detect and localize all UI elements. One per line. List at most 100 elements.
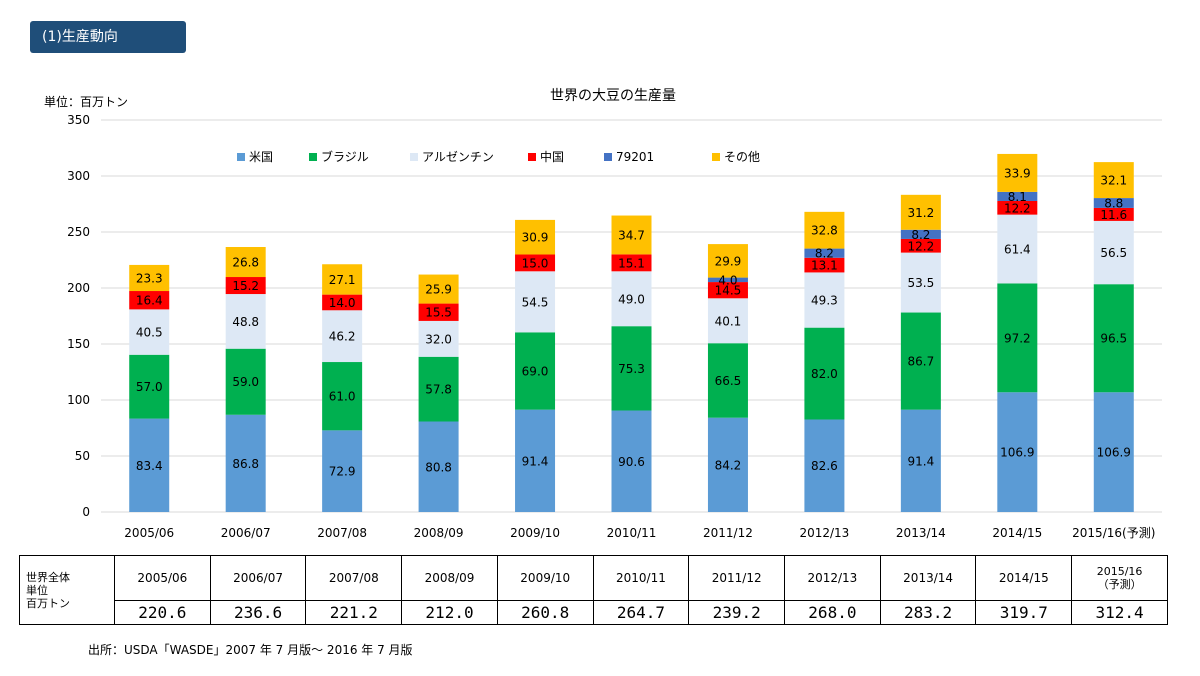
bar-segment <box>707 343 748 418</box>
bar-segment <box>611 254 652 272</box>
bar-segment <box>900 238 941 253</box>
y-tick-label: 350 <box>67 113 90 127</box>
data-label: 91.4 <box>522 454 549 468</box>
x-tick-label: 2005/06 <box>124 526 174 540</box>
summary-total-cell: 312.4 <box>1071 600 1168 625</box>
bar-segment <box>418 421 459 512</box>
data-label: 96.5 <box>1100 332 1127 346</box>
bar-segment <box>129 264 170 292</box>
bar-segment <box>515 409 556 512</box>
legend-label: 中国 <box>540 149 564 164</box>
y-axis-ticks: 0 50 100 150 200 250 300 350 <box>67 113 90 519</box>
data-label: 72.9 <box>329 465 356 479</box>
bar-segment <box>1093 392 1134 512</box>
data-label: 8.2 <box>815 247 834 261</box>
summary-total-cell: 236.6 <box>209 600 307 625</box>
data-label: 49.0 <box>618 292 645 306</box>
data-label: 61.4 <box>1004 243 1031 257</box>
bar-segment <box>900 409 941 512</box>
data-label: 23.3 <box>136 271 163 285</box>
bar-segment <box>611 271 652 327</box>
data-label: 15.1 <box>618 256 645 270</box>
data-label: 40.5 <box>136 326 163 340</box>
bar-segment <box>129 291 170 310</box>
bar-segment <box>1093 162 1134 199</box>
summary-year-cell: 2006/07 <box>209 555 307 601</box>
data-label: 59.0 <box>232 375 259 389</box>
section-tag: (1)生産動向 <box>30 21 186 53</box>
y-tick-label: 200 <box>67 281 90 295</box>
x-axis-ticks: 2005/06 2006/07 2007/08 2008/09 2009/10 2010/… <box>124 526 1155 540</box>
y-tick-label: 250 <box>67 225 90 239</box>
bar-segment <box>129 309 170 355</box>
bar-segment <box>707 244 748 278</box>
data-label: 13.1 <box>811 259 838 273</box>
summary-table: 世界全体 単位 百万トン 2005/06 2006/07 2007/08 200… <box>19 555 1168 625</box>
bar-segment <box>804 327 845 420</box>
data-label: 66.5 <box>715 374 742 388</box>
legend-swatch <box>528 153 536 161</box>
bar-segment <box>997 191 1038 201</box>
data-label: 86.8 <box>232 457 259 471</box>
bars <box>129 153 1134 512</box>
summary-row-header-line: 世界全体 <box>26 570 70 584</box>
bar-segment <box>900 252 941 313</box>
legend-label: 79201 <box>616 150 654 164</box>
bar-segment <box>322 430 363 512</box>
bar-segment <box>515 271 556 333</box>
data-label: 40.1 <box>715 314 742 328</box>
x-tick-label: 2012/13 <box>799 526 849 540</box>
bar-segment <box>322 362 363 431</box>
summary-year-cell: 2008/09 <box>401 555 498 601</box>
data-label: 8.2 <box>911 228 930 242</box>
data-label: 106.9 <box>1000 446 1034 460</box>
bar-segment <box>225 414 266 512</box>
bar-segment <box>129 354 170 419</box>
source-note: 出所：USDA「WASDE」2007 年 7 月版～ 2016 年 7 月版 <box>88 643 413 657</box>
data-label: 25.9 <box>425 283 452 297</box>
y-axis-label: 単位：百万トン <box>44 94 128 109</box>
bar-segment <box>418 320 459 357</box>
data-label: 82.6 <box>811 459 838 473</box>
summary-year-cell: 2015/16 （予測） <box>1071 555 1168 601</box>
summary-totals-row: 220.6 236.6 221.2 212.0 260.8 264.7 239.… <box>20 600 1168 625</box>
bar-segment <box>225 294 266 349</box>
summary-row-header-line: 百万トン <box>26 596 70 610</box>
x-tick-label: 2015/16(予測) <box>1072 526 1155 540</box>
bar-segment <box>804 257 845 273</box>
summary-total-cell: 260.8 <box>496 600 594 625</box>
summary-years-row: 世界全体 単位 百万トン 2005/06 2006/07 2007/08 200… <box>19 555 1168 625</box>
data-label: 12.2 <box>908 239 935 253</box>
legend-swatch <box>410 153 418 161</box>
bar-segment <box>804 248 845 258</box>
data-label: 82.0 <box>811 367 838 381</box>
summary-total-cell: 212.0 <box>401 600 498 625</box>
y-tick-label: 300 <box>67 169 90 183</box>
bar-segment <box>997 392 1038 512</box>
bar-segment <box>707 417 748 512</box>
legend: 米国 ブラジル アルゼンチン 中国 79201 その他 <box>237 149 760 164</box>
legend-label: 米国 <box>249 150 273 164</box>
data-label: 84.2 <box>715 458 742 472</box>
data-label: 34.7 <box>618 228 645 242</box>
bar-segment <box>418 303 459 321</box>
data-label: 29.9 <box>715 254 742 268</box>
data-label: 15.0 <box>522 256 549 270</box>
bar-segment <box>1093 198 1134 208</box>
legend-swatch <box>604 153 612 161</box>
legend-swatch <box>712 153 720 161</box>
bar-segment <box>997 214 1038 284</box>
bar-segment <box>707 282 748 299</box>
summary-row-header-line: 単位 <box>26 583 48 597</box>
x-tick-label: 2013/14 <box>896 526 946 540</box>
x-tick-label: 2014/15 <box>992 526 1042 540</box>
bar-segment <box>900 312 941 410</box>
bar-segment <box>997 283 1038 393</box>
data-label: 32.0 <box>425 332 452 346</box>
bar-segment <box>1093 207 1134 221</box>
y-tick-label: 0 <box>82 505 90 519</box>
bar-segment <box>418 274 459 304</box>
data-labels: 83.4 57.0 40.5 16.4 23.3 86.8 59.0 48.8 15.2 26.8… <box>136 166 1131 478</box>
bar-segment <box>515 254 556 272</box>
bar-segment <box>322 264 363 295</box>
